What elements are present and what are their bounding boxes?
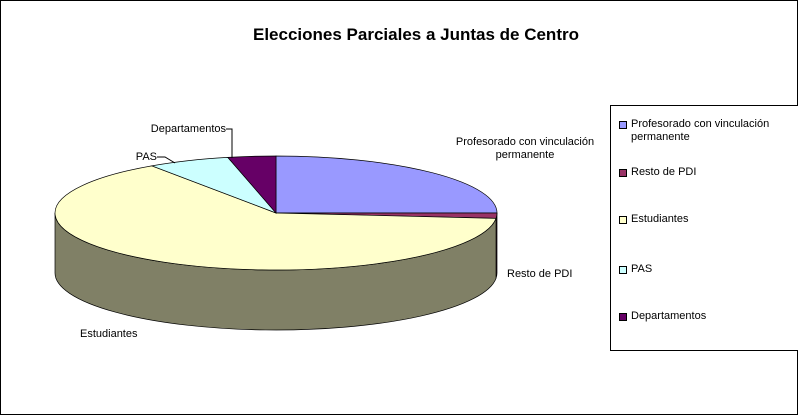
data-label: Profesorado con vinculación permanente [455, 136, 595, 161]
legend-item: Estudiantes [619, 213, 798, 226]
leader-line [157, 156, 176, 164]
pie-slice [54, 165, 497, 271]
chart-title: Elecciones Parciales a Juntas de Centro [253, 25, 579, 44]
legend-item: Resto de PDI [619, 166, 798, 179]
legend-swatch [619, 121, 627, 129]
legend-label: Estudiantes [631, 213, 689, 225]
legend-swatch [619, 313, 627, 321]
data-label: Estudiantes [80, 328, 138, 340]
legend: Profesorado con vinculación permanente Re… [610, 105, 798, 351]
legend-item: PAS [619, 263, 798, 276]
legend-label: Profesorado con vinculación permanente [631, 118, 770, 143]
legend-swatch [619, 216, 627, 224]
legend-label: Departamentos [631, 310, 707, 322]
pie-slice [227, 155, 277, 214]
legend-swatch [619, 266, 627, 274]
legend-label: PAS [631, 263, 653, 275]
pie-slice [275, 155, 498, 214]
legend-item: Departamentos [619, 310, 798, 323]
legend-swatch [619, 169, 627, 177]
legend-item: Profesorado con vinculación permanente [619, 118, 798, 144]
pie-tops [54, 155, 498, 271]
data-label: Departamentos [150, 123, 226, 135]
data-label: PAS [135, 151, 157, 163]
leader-line [226, 128, 233, 158]
legend-label: Resto de PDI [631, 166, 697, 178]
data-label: Resto de PDI [507, 268, 573, 280]
